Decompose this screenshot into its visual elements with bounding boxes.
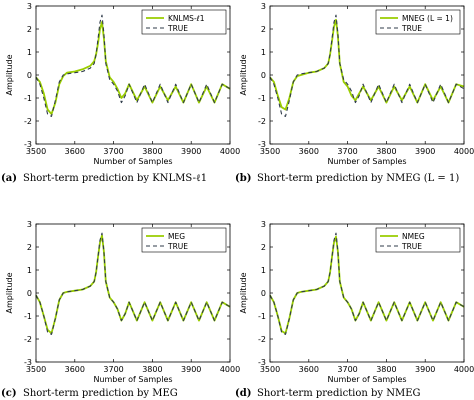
- y-tick-label-a-4: -1: [24, 94, 32, 103]
- y-tick-label-d-2: 1: [261, 266, 266, 275]
- y-axis-label-d: Amplitude: [239, 272, 248, 313]
- caption-letter-d: (d): [235, 388, 251, 399]
- x-tick-label-a-3: 3800: [142, 147, 162, 156]
- series-line-d-1: [269, 232, 465, 335]
- y-axis-label-c: Amplitude: [5, 272, 14, 313]
- y-tick-label-b-5: -2: [258, 117, 266, 126]
- series-line-b-1: [269, 14, 465, 117]
- legend-label-a-1: TRUE: [167, 24, 188, 33]
- y-tick-label-c-2: 1: [27, 266, 32, 275]
- y-tick-label-c-4: -1: [24, 312, 32, 321]
- y-tick-label-d-6: -3: [258, 358, 266, 367]
- legend-box-c: [141, 227, 227, 253]
- caption-c: Short-term prediction by MEG: [23, 388, 178, 399]
- x-tick-label-a-0: 3500: [26, 147, 46, 156]
- caption-a: Short-term prediction by KNLMS-ℓ1: [23, 173, 207, 184]
- y-tick-label-b-1: 2: [261, 25, 266, 34]
- y-tick-label-a-6: -3: [24, 140, 32, 149]
- x-tick-label-c-1: 3600: [65, 365, 85, 374]
- x-tick-label-d-5: 4000: [454, 365, 474, 374]
- x-axis-label-a: Number of Samples: [93, 157, 172, 166]
- x-tick-label-b-3: 3800: [376, 147, 396, 156]
- y-tick-label-c-3: 0: [27, 289, 32, 298]
- x-tick-label-b-2: 3700: [337, 147, 357, 156]
- x-tick-label-d-1: 3600: [299, 365, 319, 374]
- y-tick-label-a-3: 0: [27, 71, 32, 80]
- x-tick-label-c-2: 3700: [103, 365, 123, 374]
- panel-d: (d) Short-term prediction by NMEG 3500 36…: [235, 220, 474, 399]
- y-tick-label-a-5: -2: [24, 117, 32, 126]
- y-tick-label-c-0: 3: [27, 220, 32, 229]
- y-tick-label-a-2: 1: [27, 48, 32, 57]
- x-axis-label-c: Number of Samples: [93, 375, 172, 384]
- y-tick-label-d-3: 0: [261, 289, 266, 298]
- x-axis-label-b: Number of Samples: [327, 157, 406, 166]
- y-tick-label-c-6: -3: [24, 358, 32, 367]
- legend-label-d-1: TRUE: [401, 242, 422, 251]
- legend-box-d: [375, 227, 461, 253]
- y-tick-label-b-3: 0: [261, 71, 266, 80]
- x-axis-label-d: Number of Samples: [327, 375, 406, 384]
- legend-label-b-1: TRUE: [401, 24, 422, 33]
- y-tick-label-a-1: 2: [27, 25, 32, 34]
- y-axis-label-b: Amplitude: [239, 54, 248, 95]
- y-tick-label-b-4: -1: [258, 94, 266, 103]
- x-tick-label-d-0: 3500: [260, 365, 280, 374]
- y-tick-label-d-1: 2: [261, 243, 266, 252]
- y-tick-label-d-5: -2: [258, 335, 266, 344]
- series-line-a-0: [35, 21, 231, 115]
- legend-label-c-1: TRUE: [167, 242, 188, 251]
- x-tick-label-b-4: 3900: [415, 147, 435, 156]
- series-line-c-1: [35, 232, 231, 335]
- legend-label-b-0: MNEG (L = 1): [402, 14, 453, 23]
- x-tick-label-b-0: 3500: [260, 147, 280, 156]
- x-tick-label-a-4: 3900: [181, 147, 201, 156]
- x-tick-label-a-1: 3600: [65, 147, 85, 156]
- y-tick-label-a-0: 3: [27, 2, 32, 11]
- x-tick-label-c-5: 4000: [220, 365, 240, 374]
- x-tick-label-d-3: 3800: [376, 365, 396, 374]
- legend-box-b: [375, 9, 461, 35]
- y-tick-label-c-5: -2: [24, 335, 32, 344]
- y-tick-label-b-6: -3: [258, 140, 266, 149]
- y-tick-label-c-1: 2: [27, 243, 32, 252]
- caption-letter-c: (c): [1, 388, 17, 399]
- y-axis-label-a: Amplitude: [5, 54, 14, 95]
- caption-letter-b: (b): [235, 173, 251, 184]
- y-tick-label-d-4: -1: [258, 312, 266, 321]
- panel-c: (c) Short-term prediction by MEG 3500 360…: [1, 220, 240, 399]
- series-line-a-1: [35, 14, 231, 117]
- legend-label-a-0: KNLMS-ℓ1: [168, 14, 205, 23]
- y-tick-label-b-2: 1: [261, 48, 266, 57]
- x-tick-label-d-4: 3900: [415, 365, 435, 374]
- x-tick-label-b-5: 4000: [454, 147, 474, 156]
- x-tick-label-b-1: 3600: [299, 147, 319, 156]
- x-tick-label-a-5: 4000: [220, 147, 240, 156]
- legend-label-c-0: MEG: [168, 232, 185, 241]
- x-tick-label-c-0: 3500: [26, 365, 46, 374]
- y-tick-label-d-0: 3: [261, 220, 266, 229]
- x-tick-label-c-4: 3900: [181, 365, 201, 374]
- panel-b: (b) Short-term prediction by NMEG (L = 1…: [235, 2, 474, 184]
- x-tick-label-d-2: 3700: [337, 365, 357, 374]
- y-tick-label-b-0: 3: [261, 2, 266, 11]
- caption-letter-a: (a): [1, 173, 17, 184]
- x-tick-label-c-3: 3800: [142, 365, 162, 374]
- panel-a: (a) Short-term prediction by KNLMS-ℓ1 35…: [1, 2, 240, 184]
- x-tick-label-a-2: 3700: [103, 147, 123, 156]
- caption-d: Short-term prediction by NMEG: [257, 388, 421, 399]
- legend-box-a: [141, 9, 227, 35]
- legend-label-d-0: NMEG: [402, 232, 425, 241]
- caption-b: Short-term prediction by NMEG (L = 1): [257, 173, 459, 184]
